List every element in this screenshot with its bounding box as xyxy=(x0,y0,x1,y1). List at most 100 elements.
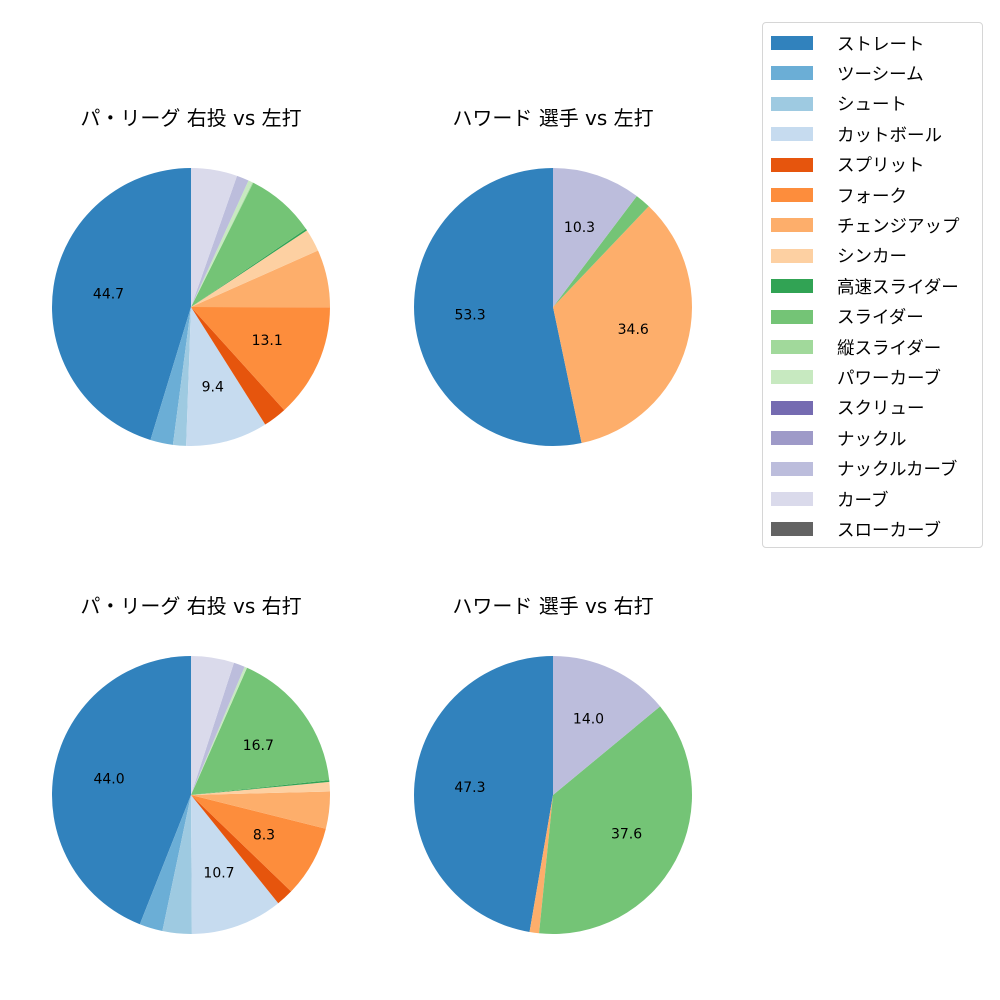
legend-item: シュート xyxy=(771,92,907,116)
legend-label: ストレート xyxy=(837,34,925,55)
pie-slice xyxy=(162,795,192,934)
legend-swatch xyxy=(771,248,813,263)
legend-item: パワーカーブ xyxy=(771,365,941,389)
pie-slice xyxy=(191,656,234,795)
legend-swatch xyxy=(771,400,813,415)
legend-label: スクリュー xyxy=(837,399,925,420)
slice-percent-label: 16.7 xyxy=(243,738,274,754)
legend-label: シュート xyxy=(837,95,907,116)
pie-slice xyxy=(191,662,245,795)
legend-swatch xyxy=(771,127,813,142)
pie-chart-3: 47.3 37.6 14.0 xyxy=(413,656,692,934)
legend-label: 高速スライダー xyxy=(837,277,959,298)
pie-slice xyxy=(191,795,292,904)
legend-label: スライダー xyxy=(837,308,924,329)
pie-slice xyxy=(191,180,253,307)
legend-swatch xyxy=(771,370,813,385)
legend-label: カーブ xyxy=(837,490,889,511)
pie-slice xyxy=(191,168,238,307)
panel-title-1: ハワード 選手 vs 左打 xyxy=(452,106,654,130)
legend-label: フォーク xyxy=(837,186,907,207)
legend-label: ナックルカーブ xyxy=(837,460,958,481)
legend-label: カットボール xyxy=(837,125,942,146)
legend-label: ナックル xyxy=(837,429,907,450)
pie-slice xyxy=(191,228,307,307)
legend-swatch xyxy=(771,522,813,537)
legend-swatch xyxy=(771,188,813,202)
pie-slice xyxy=(150,307,191,445)
pie-slice xyxy=(191,307,330,411)
panel-title-3: ハワード 選手 vs 右打 xyxy=(452,594,654,618)
slice-percent-label: 47.3 xyxy=(454,780,485,796)
legend-swatch xyxy=(771,279,813,294)
legend-item: ナックルカーブ xyxy=(771,457,957,481)
pie-slice xyxy=(413,656,553,933)
pie-slice xyxy=(191,307,285,425)
pie-slice xyxy=(529,795,553,934)
pie-slice xyxy=(172,307,191,446)
legend-swatch xyxy=(771,96,813,111)
legend-item: カーブ xyxy=(771,487,888,511)
legend-item: スプリット xyxy=(771,153,925,177)
pie-slice xyxy=(553,168,637,307)
pie-slice xyxy=(191,666,248,795)
legend-swatch xyxy=(771,36,813,50)
pie-slice xyxy=(191,230,319,307)
legend-swatch xyxy=(771,461,813,476)
pie-slice xyxy=(186,307,266,446)
legend: ストレートツーシームシュートカットボール スプリットフォークチェンジアップ シンカー… xyxy=(762,22,983,548)
slice-percent-label: 37.6 xyxy=(611,826,642,842)
pie-slice xyxy=(191,781,330,795)
legend-item: シンカー xyxy=(771,244,907,268)
pie-slice xyxy=(553,196,649,307)
pie-slice xyxy=(191,250,330,308)
legend-label: スプリット xyxy=(837,156,925,177)
pie-chart-2: 44.0 10.7 8.3 16.7 xyxy=(52,656,330,934)
pie-slice xyxy=(413,168,582,447)
legend-swatch xyxy=(771,66,813,81)
legend-label: スローカーブ xyxy=(837,520,941,541)
pie-slice xyxy=(191,791,330,829)
legend-item: ストレート xyxy=(771,31,925,55)
legend-swatch xyxy=(771,157,813,172)
legend-item: スクリュー xyxy=(771,396,925,420)
legend-swatch xyxy=(771,492,813,506)
pie-slice xyxy=(553,206,692,444)
pie-slice xyxy=(191,795,279,934)
slice-percent-label: 14.0 xyxy=(573,712,604,728)
legend-item: 高速スライダー xyxy=(771,274,959,298)
pie-slice xyxy=(191,795,326,892)
legend-label: ツーシーム xyxy=(837,64,924,85)
pie-slice xyxy=(191,182,254,307)
slice-percent-label: 8.3 xyxy=(253,827,275,843)
pie-slice xyxy=(553,656,661,795)
legend-label: シンカー xyxy=(837,247,907,268)
pie-slice xyxy=(52,656,191,925)
legend-item: チェンジアップ xyxy=(771,213,960,237)
pie-slice xyxy=(139,795,191,932)
pie-slice xyxy=(191,780,330,795)
pie-slice xyxy=(539,706,692,934)
slice-percent-label: 10.3 xyxy=(564,220,595,236)
slice-percent-label: 53.3 xyxy=(454,308,485,324)
pie-slice xyxy=(191,182,306,307)
legend-label: 縦スライダー xyxy=(837,338,942,359)
legend-item: カットボール xyxy=(771,122,942,146)
slice-percent-label: 10.7 xyxy=(203,866,234,882)
legend-label: パワーカーブ xyxy=(837,368,941,389)
pie-slice xyxy=(191,175,249,307)
slice-percent-label: 44.7 xyxy=(93,287,124,303)
legend-item: スライダー xyxy=(771,305,924,329)
legend-label: チェンジアップ xyxy=(837,216,960,237)
legend-swatch xyxy=(771,218,813,233)
legend-item: スローカーブ xyxy=(771,517,941,541)
slice-percent-label: 44.0 xyxy=(93,771,124,787)
panel-title-0: パ・リーグ 右投 vs 左打 xyxy=(80,106,302,130)
legend-swatch xyxy=(771,431,813,446)
pie-slice xyxy=(52,168,191,440)
pie-chart-1: 53.3 34.6 10.3 xyxy=(413,168,692,447)
legend-item: ナックル xyxy=(771,426,906,450)
legend-swatch xyxy=(771,340,813,354)
legend-item: フォーク xyxy=(771,183,907,207)
pie-slice xyxy=(191,667,330,795)
